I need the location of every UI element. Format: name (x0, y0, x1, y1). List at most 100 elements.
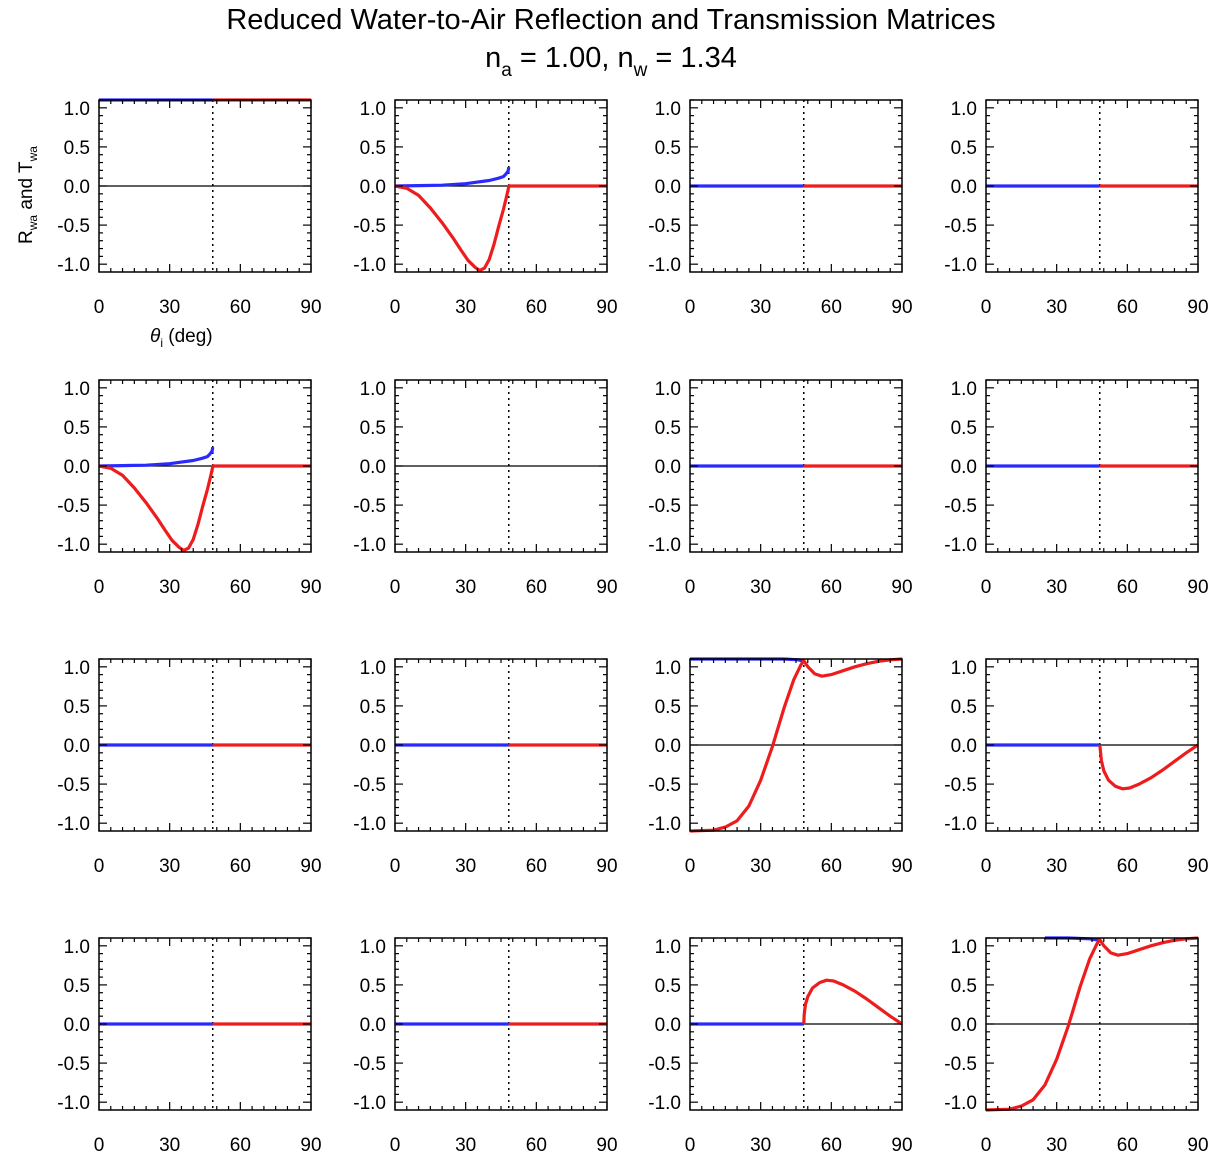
x-tick-label: 60 (1117, 856, 1138, 877)
x-tick-label: 60 (230, 1135, 251, 1156)
panel-r2-c4: 1.0 0.5 0.0 -0.5 -1.00 30 60 90 (944, 379, 1208, 598)
x-tick-label: 30 (1046, 1135, 1067, 1156)
y-tick-label: -0.5 (648, 775, 681, 796)
x-tick-label: 90 (300, 297, 321, 318)
transmission-series-line (98, 464, 311, 553)
y-tick-label: -0.5 (648, 1054, 681, 1075)
y-tick-label: 0.5 (655, 418, 681, 439)
y-tick-label: 0.5 (655, 976, 681, 997)
x-tick-label: 30 (1046, 297, 1067, 318)
transmission-series-line (802, 978, 903, 1026)
x-tick-label: 0 (94, 297, 105, 318)
y-tick-label: 0.5 (655, 697, 681, 718)
panel-r4-c1: 1.0 0.5 0.0 -0.5 -1.00 30 60 90 (57, 937, 321, 1156)
chart-title-line1: Reduced Water-to-Air Reflection and Tran… (226, 4, 996, 36)
y-tick-label: 1.0 (655, 658, 681, 679)
x-tick-label: 30 (159, 297, 180, 318)
y-tick-label: 0.0 (360, 1015, 386, 1036)
y-tick-label: -0.5 (648, 216, 681, 237)
x-tick-label: 90 (596, 577, 617, 598)
x-label-unit: (deg) (162, 326, 213, 347)
transmission-series-line (394, 184, 607, 272)
chart-title-line2: na = 1.00, nw = 1.34 (0, 40, 1222, 81)
x-tick-label: 0 (94, 577, 105, 598)
x-tick-label: 90 (891, 297, 912, 318)
y-tick-label: 1.0 (951, 99, 977, 120)
panel-r1-c4: 1.0 0.5 0.0 -0.5 -1.00 30 60 90 (944, 99, 1208, 318)
y-tick-label: 0.0 (951, 177, 977, 198)
x-tick-label: 60 (526, 856, 547, 877)
n-w-symbol: n (617, 42, 634, 74)
x-tick-label: 60 (230, 297, 251, 318)
y-tick-label: 1.0 (951, 379, 977, 400)
y-tick-label: 1.0 (951, 937, 977, 958)
y-tick-label: 0.5 (64, 976, 90, 997)
y-tick-label: 0.5 (64, 418, 90, 439)
reflection-series-line (394, 166, 511, 188)
x-tick-label: 30 (455, 297, 476, 318)
x-tick-label: 0 (685, 297, 696, 318)
x-tick-label: 0 (981, 577, 992, 598)
y-tick-label: -0.5 (944, 775, 977, 796)
y-label-r-subscript: wa (26, 215, 40, 232)
x-tick-label: 90 (596, 1135, 617, 1156)
y-tick-label: 0.0 (655, 177, 681, 198)
panel-r4-c2: 1.0 0.5 0.0 -0.5 -1.00 30 60 90 (353, 937, 617, 1156)
panel-r1-c2: 1.0 0.5 0.0 -0.5 -1.00 30 60 90 (353, 99, 617, 318)
x-tick-label: 60 (1117, 577, 1138, 598)
x-tick-label: 60 (526, 1135, 547, 1156)
x-tick-label: 30 (455, 577, 476, 598)
y-tick-label: 0.0 (951, 457, 977, 478)
x-tick-label: 60 (526, 577, 547, 598)
y-tick-label: -0.5 (57, 216, 90, 237)
n-a-symbol: n (485, 42, 502, 74)
x-tick-label: 0 (981, 297, 992, 318)
y-tick-label: -1.0 (648, 814, 681, 835)
x-tick-label: 60 (821, 577, 842, 598)
x-tick-label: 60 (526, 297, 547, 318)
y-tick-label: 1.0 (360, 937, 386, 958)
transmission-series-line (985, 936, 1199, 1112)
transmission-series-line (689, 657, 903, 833)
x-tick-label: 30 (455, 856, 476, 877)
y-tick-label: -0.5 (944, 216, 977, 237)
n-a-subscript: a (501, 60, 512, 81)
x-label-theta: θ (150, 326, 161, 347)
x-tick-label: 90 (596, 297, 617, 318)
panel-r1-c1: 1.0 0.5 0.0 -0.5 -1.00 30 60 90 (57, 98, 322, 318)
y-tick-label: 0.5 (951, 138, 977, 159)
x-tick-label: 0 (981, 856, 992, 877)
x-tick-label: 0 (94, 1135, 105, 1156)
x-tick-label: 60 (230, 577, 251, 598)
x-tick-label: 90 (1187, 577, 1208, 598)
y-label-and: and (16, 173, 37, 215)
y-tick-label: -1.0 (353, 255, 386, 276)
x-tick-label: 0 (390, 856, 401, 877)
y-tick-label: -0.5 (353, 775, 386, 796)
x-tick-label: 90 (300, 1135, 321, 1156)
y-tick-label: 1.0 (360, 99, 386, 120)
x-tick-label: 30 (159, 577, 180, 598)
x-tick-label: 0 (390, 577, 401, 598)
x-tick-label: 30 (750, 577, 771, 598)
y-tick-label: 1.0 (64, 99, 90, 120)
panel-r3-c1: 1.0 0.5 0.0 -0.5 -1.00 30 60 90 (57, 658, 321, 877)
y-tick-label: 0.5 (951, 976, 977, 997)
y-tick-label: -1.0 (57, 1093, 90, 1114)
y-tick-label: 0.0 (360, 457, 386, 478)
x-label-theta-subscript: i (160, 336, 163, 350)
x-tick-label: 30 (750, 856, 771, 877)
y-tick-label: 0.5 (360, 418, 386, 439)
panel-r4-c4: 1.0 0.5 0.0 -0.5 -1.00 30 60 90 (944, 936, 1209, 1156)
y-tick-label: -1.0 (57, 814, 90, 835)
y-tick-label: 1.0 (64, 937, 90, 958)
y-tick-label: 0.5 (360, 697, 386, 718)
y-tick-label: 0.5 (951, 697, 977, 718)
y-tick-label: -0.5 (57, 1054, 90, 1075)
n-a-value: = 1.00, (511, 42, 618, 74)
y-tick-label: -1.0 (944, 1093, 977, 1114)
y-tick-label: -0.5 (353, 1054, 386, 1075)
x-tick-label: 0 (981, 1135, 992, 1156)
y-tick-label: 1.0 (64, 658, 90, 679)
y-tick-label: -1.0 (648, 535, 681, 556)
